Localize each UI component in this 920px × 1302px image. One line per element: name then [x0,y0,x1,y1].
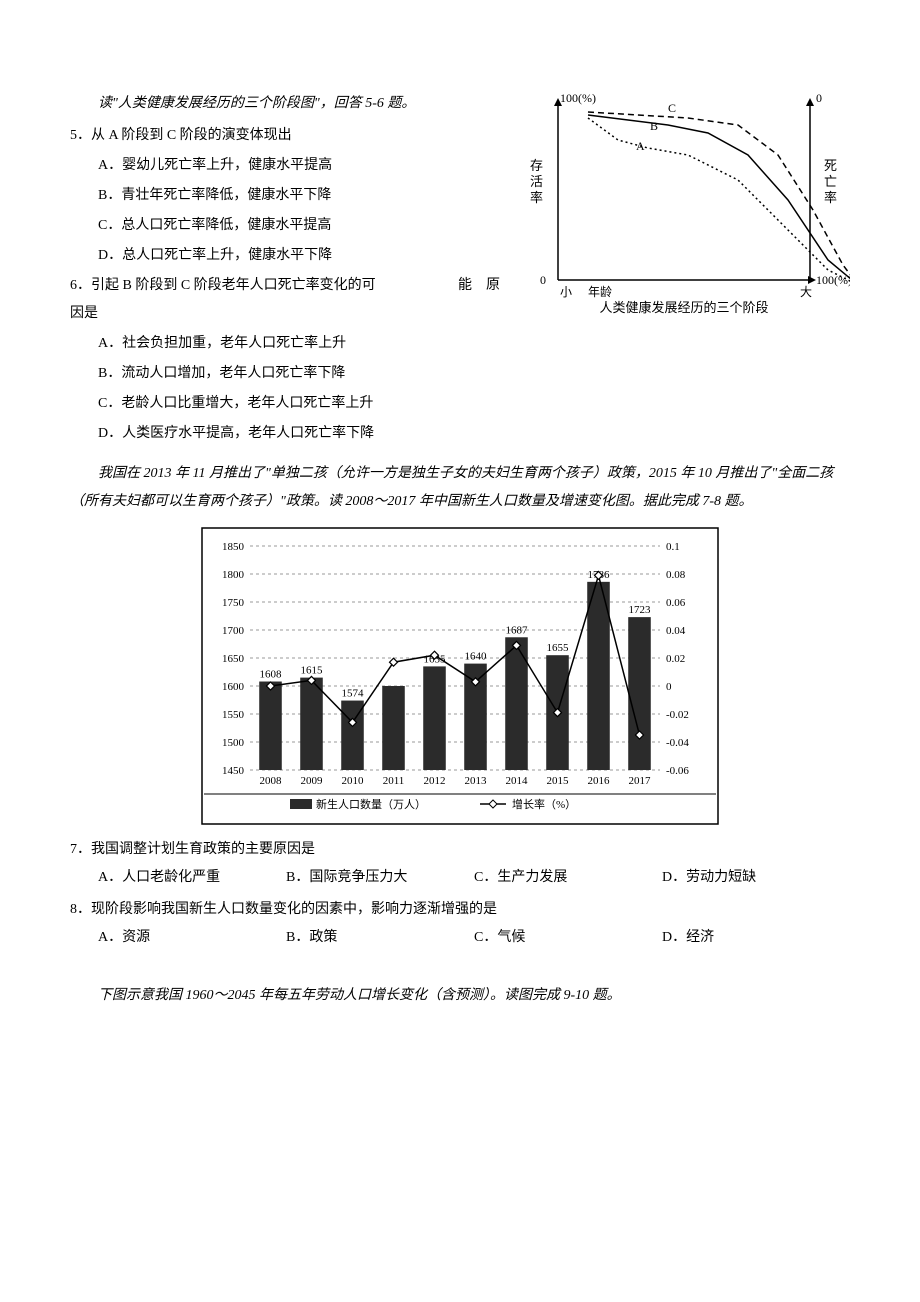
svg-text:小: 小 [560,285,572,299]
svg-text:率: 率 [530,190,543,205]
chart-health-stages: 100(%)00100(%)存活率死亡率ABC小年龄大人类健康发展经历的三个阶段 [510,90,850,320]
svg-text:1600: 1600 [222,681,245,693]
figure-health-stages: 100(%)00100(%)存活率死亡率ABC小年龄大人类健康发展经历的三个阶段 [510,90,850,331]
svg-text:0.1: 0.1 [666,541,680,553]
svg-text:0.06: 0.06 [666,597,686,609]
svg-text:亡: 亡 [824,174,837,189]
svg-text:1723: 1723 [629,604,652,616]
q7-opt-d: D．劳动力短缺 [662,864,850,892]
svg-text:率: 率 [824,190,837,205]
q7-opt-b: B．国际竞争压力大 [286,864,474,892]
q6-opt-d: D．人类医疗水平提高，老年人口死亡率下降 [98,420,850,448]
svg-text:1640: 1640 [465,651,488,663]
svg-text:1700: 1700 [222,625,245,637]
svg-text:人类健康发展经历的三个阶段: 人类健康发展经历的三个阶段 [599,300,768,315]
q7-stem: 7．我国调整计划生育政策的主要原因是 [70,836,850,864]
svg-text:2008: 2008 [260,775,283,787]
q7-opt-a: A．人口老龄化严重 [98,864,286,892]
svg-text:大: 大 [800,285,812,299]
svg-text:1450: 1450 [222,765,245,777]
svg-text:-0.06: -0.06 [666,765,689,777]
q6-stem-a: 6．引起 B 阶段到 C 阶段老年人口死亡率变化的可 [70,272,376,300]
q7-opt-c: C．生产力发展 [474,864,662,892]
svg-text:2014: 2014 [506,775,529,787]
svg-text:1655: 1655 [547,642,570,654]
svg-text:100(%): 100(%) [560,91,596,105]
svg-text:1608: 1608 [260,669,283,681]
svg-text:0: 0 [816,91,822,105]
svg-text:0.04: 0.04 [666,625,686,637]
svg-text:100(%): 100(%) [816,273,850,287]
svg-text:新生人口数量（万人）: 新生人口数量（万人） [316,797,426,811]
svg-text:年龄: 年龄 [588,285,612,299]
svg-text:0: 0 [666,681,672,693]
svg-text:1850: 1850 [222,541,245,553]
svg-text:1500: 1500 [222,737,245,749]
intro-7-8: 我国在 2013 年 11 月推出了"单独二孩（允许一方是独生子女的夫妇生育两个… [70,460,850,516]
svg-text:0.02: 0.02 [666,653,685,665]
q6-opt-b: B．流动人口增加，老年人口死亡率下降 [98,360,850,388]
q6-stem-row: 6．引起 B 阶段到 C 阶段老年人口死亡率变化的可 能 原 [70,272,500,300]
svg-text:1800: 1800 [222,569,245,581]
svg-text:增长率（%）: 增长率（%） [512,797,576,811]
svg-text:1750: 1750 [222,597,245,609]
intro-9-10: 下图示意我国 1960～2045 年每五年劳动人口增长变化（含预测）。读图完成 … [70,982,850,1010]
svg-text:2010: 2010 [342,775,365,787]
q8-opt-d: D．经济 [662,924,850,952]
svg-text:2016: 2016 [588,775,611,787]
svg-text:2011: 2011 [383,775,405,787]
q6-opt-c: C．老龄人口比重增大，老年人口死亡率上升 [98,390,850,418]
q7-options: A．人口老龄化严重 B．国际竞争压力大 C．生产力发展 D．劳动力短缺 [70,864,850,892]
svg-text:死: 死 [824,158,837,173]
svg-text:0.08: 0.08 [666,569,686,581]
q8-opt-a: A．资源 [98,924,286,952]
svg-text:-0.02: -0.02 [666,709,689,721]
svg-text:2017: 2017 [629,775,652,787]
svg-text:存: 存 [530,158,543,173]
svg-text:1574: 1574 [342,688,365,700]
svg-text:C: C [668,101,676,115]
svg-text:1615: 1615 [301,665,324,677]
svg-text:1687: 1687 [506,624,529,636]
q8-opt-c: C．气候 [474,924,662,952]
svg-text:B: B [650,119,658,133]
q6-opt-a: A．社会负担加重，老年人口死亡率上升 [98,330,850,358]
svg-text:活: 活 [530,174,543,189]
svg-text:1650: 1650 [222,653,245,665]
svg-text:2013: 2013 [465,775,488,787]
chart-newborn-pop: 1450 1500 1550 1600 1650 1700 1750 1800 1850 -0.0… [200,526,720,826]
svg-text:2015: 2015 [547,775,570,787]
q8-options: A．资源 B．政策 C．气候 D．经济 [70,924,850,952]
block-q5-q6: 100(%)00100(%)存活率死亡率ABC小年龄大人类健康发展经历的三个阶段… [70,90,850,450]
svg-text:A: A [636,139,645,153]
q6-stem-b: 能 原 [458,272,500,300]
q6-options: A．社会负担加重，老年人口死亡率上升 B．流动人口增加，老年人口死亡率下降 C．… [70,330,850,448]
svg-text:0: 0 [540,273,546,287]
block-q7-q8: 我国在 2013 年 11 月推出了"单独二孩（允许一方是独生子女的夫妇生育两个… [70,460,850,952]
svg-text:2012: 2012 [424,775,446,787]
q8-stem: 8．现阶段影响我国新生人口数量变化的因素中，影响力逐渐增强的是 [70,896,850,924]
q8-opt-b: B．政策 [286,924,474,952]
svg-text:-0.04: -0.04 [666,737,689,749]
svg-text:2009: 2009 [301,775,324,787]
svg-text:1550: 1550 [222,709,245,721]
